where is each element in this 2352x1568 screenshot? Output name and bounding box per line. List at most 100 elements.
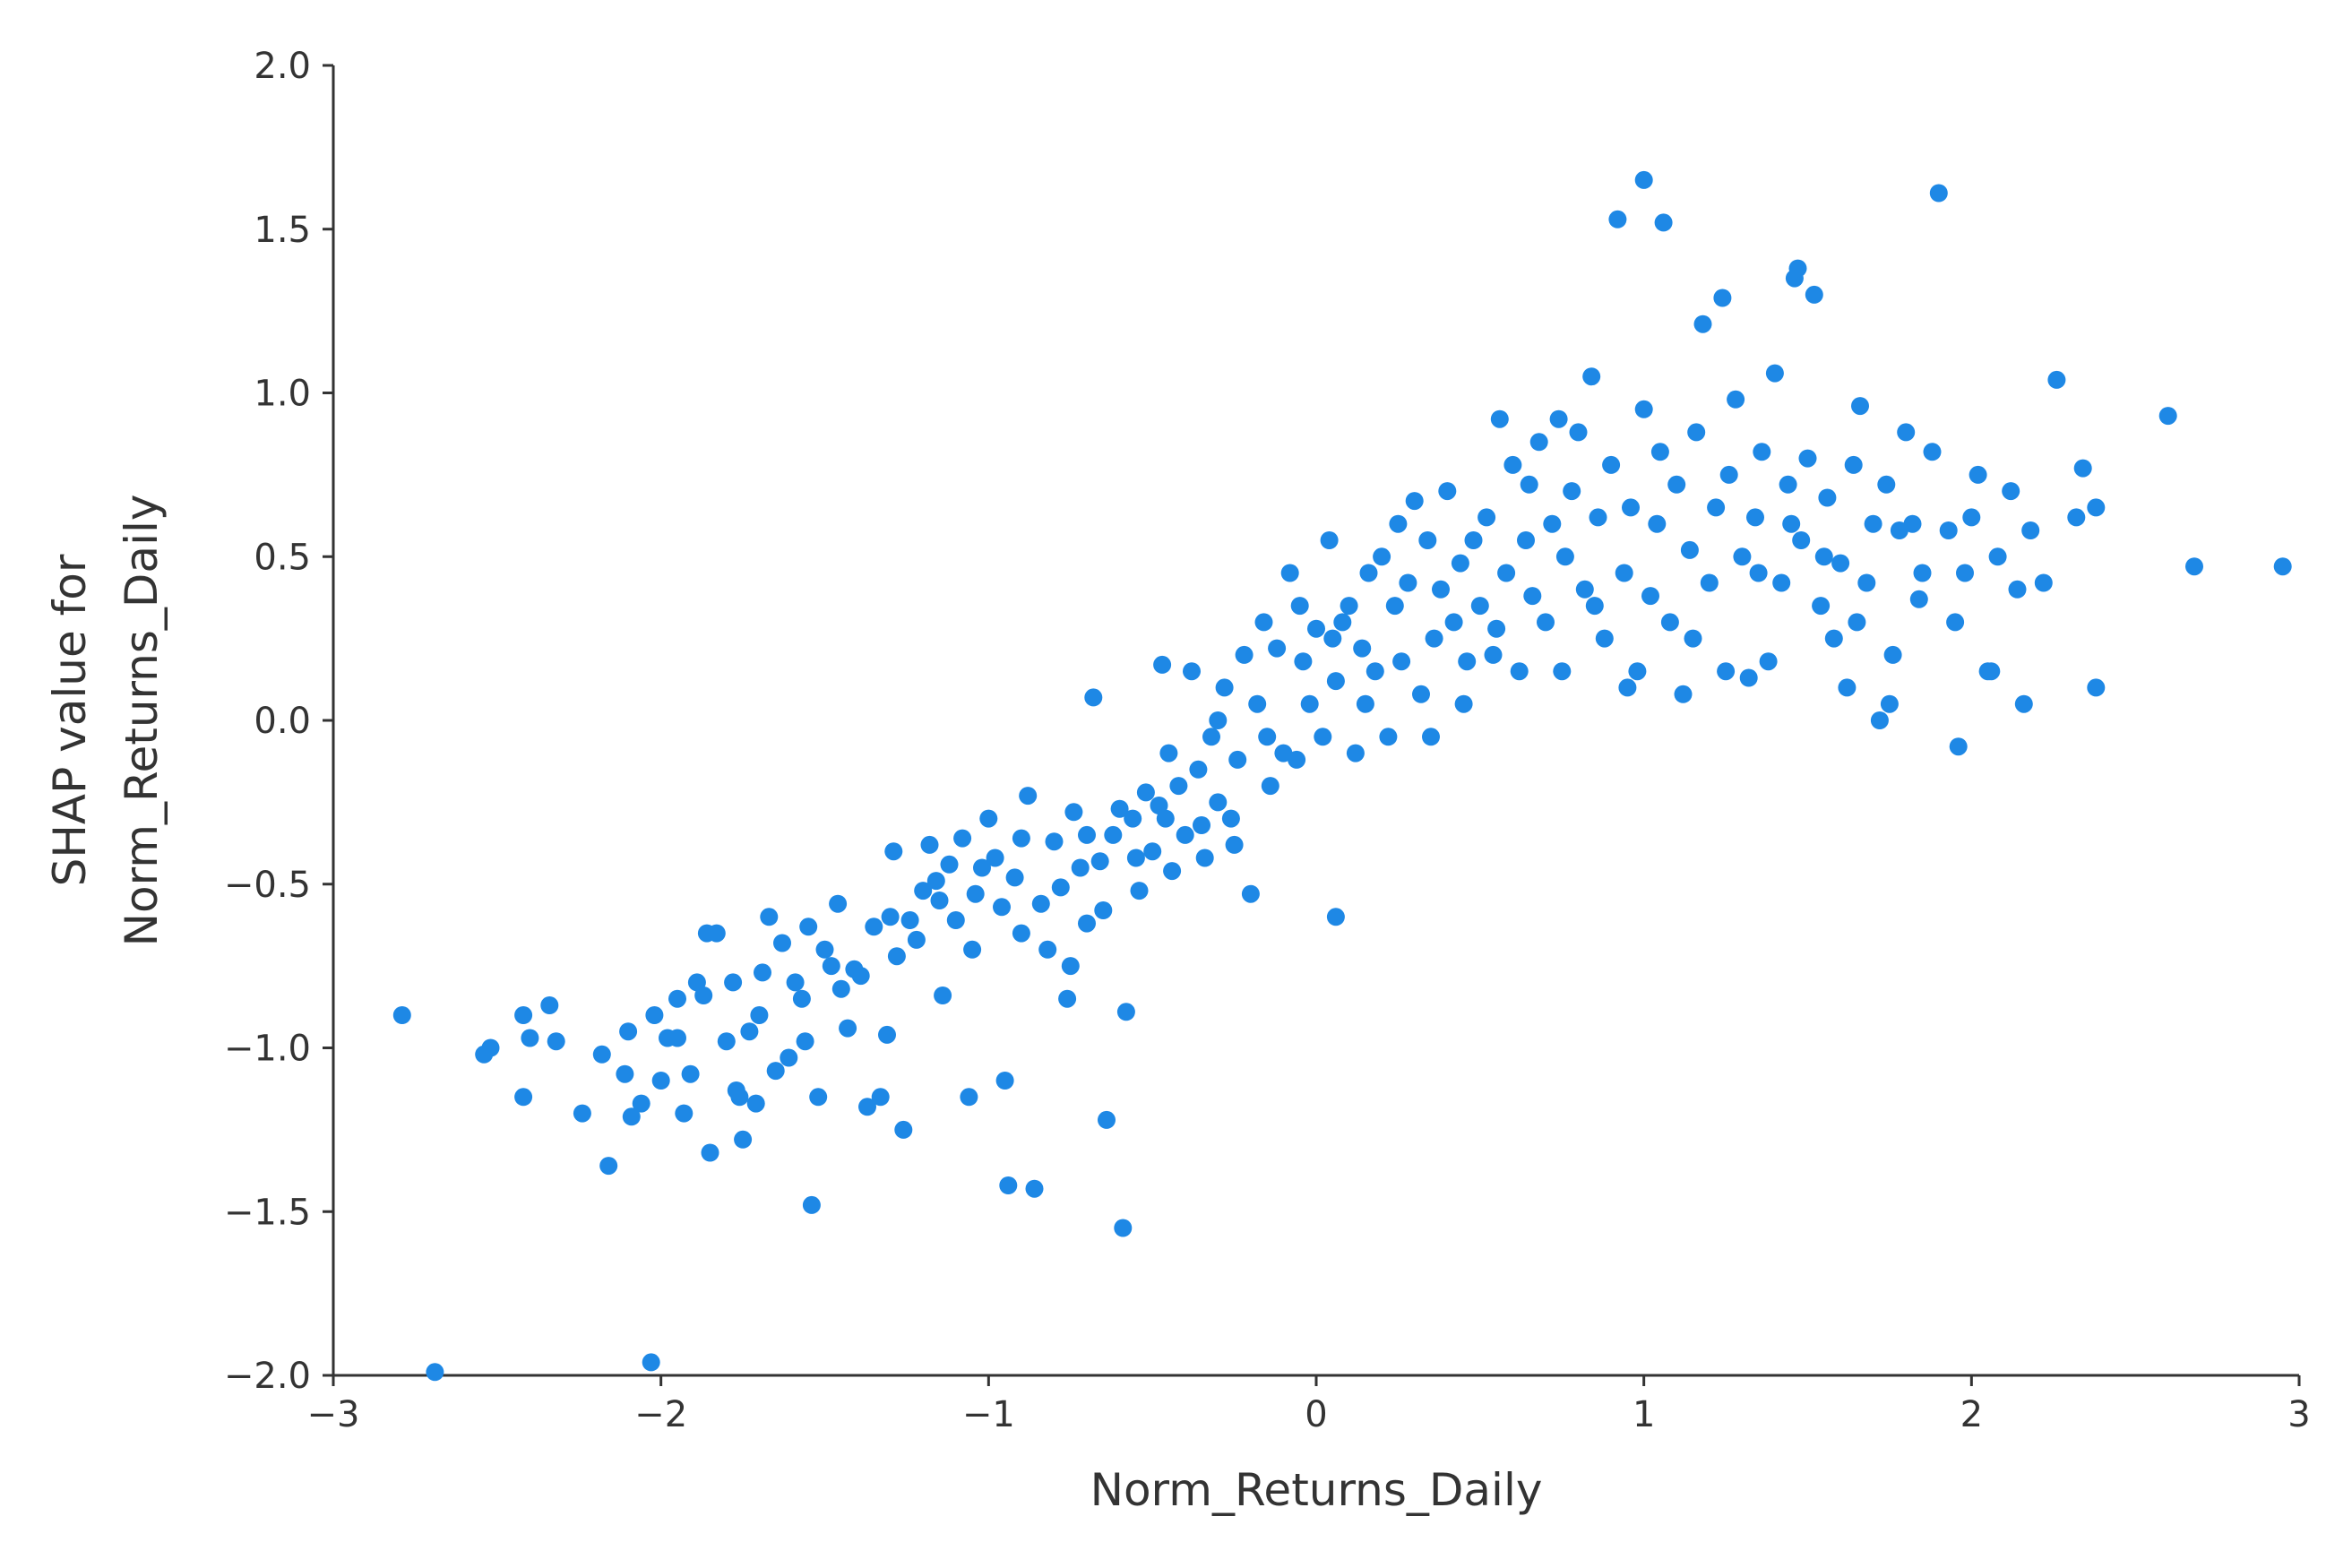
data-point bbox=[1765, 364, 1784, 383]
data-point bbox=[887, 947, 906, 966]
data-point bbox=[1563, 482, 1581, 501]
data-point bbox=[1209, 711, 1228, 729]
data-point bbox=[1529, 433, 1548, 452]
data-point bbox=[1078, 914, 1096, 933]
data-point bbox=[1379, 728, 1398, 746]
data-point bbox=[1956, 564, 1974, 582]
data-point bbox=[1589, 508, 1607, 527]
data-point bbox=[1478, 508, 1496, 527]
data-point bbox=[1051, 878, 1070, 897]
data-point bbox=[521, 1029, 539, 1047]
data-point bbox=[754, 963, 771, 982]
data-point bbox=[1399, 573, 1417, 592]
data-point bbox=[1412, 685, 1430, 703]
data-point bbox=[1136, 783, 1155, 802]
data-point bbox=[1812, 597, 1831, 616]
data-point bbox=[1195, 849, 1214, 867]
x-tick-label: 2 bbox=[1960, 1394, 1983, 1435]
data-point bbox=[2087, 678, 2106, 697]
data-point bbox=[1978, 662, 1997, 681]
data-point bbox=[1543, 514, 1562, 533]
data-point bbox=[881, 908, 900, 926]
data-point bbox=[1300, 694, 1319, 713]
data-point bbox=[914, 882, 933, 900]
data-point bbox=[645, 1006, 664, 1024]
data-point bbox=[809, 1088, 828, 1107]
data-point bbox=[1838, 678, 1857, 697]
data-point bbox=[1176, 825, 1194, 844]
data-point bbox=[599, 1157, 618, 1176]
data-point bbox=[2185, 557, 2203, 576]
data-point bbox=[1261, 777, 1279, 796]
x-tick-label: −3 bbox=[307, 1394, 360, 1435]
data-point bbox=[1422, 728, 1440, 746]
data-point bbox=[799, 918, 818, 936]
data-point bbox=[1864, 514, 1882, 533]
data-point bbox=[1824, 629, 1843, 648]
data-point bbox=[1946, 613, 1965, 632]
data-point bbox=[900, 911, 919, 929]
data-point bbox=[1193, 816, 1210, 834]
data-point bbox=[1045, 832, 1064, 851]
data-point bbox=[1913, 564, 1932, 582]
y-tick-label: −0.5 bbox=[224, 865, 311, 906]
data-point bbox=[1848, 613, 1866, 632]
data-point bbox=[1126, 849, 1145, 867]
data-point bbox=[1618, 678, 1637, 697]
data-point bbox=[1939, 521, 1958, 539]
data-point bbox=[1608, 210, 1627, 228]
data-point bbox=[1788, 259, 1807, 278]
data-point bbox=[946, 911, 965, 929]
data-point bbox=[1012, 829, 1030, 848]
data-point bbox=[1058, 989, 1077, 1008]
data-point bbox=[2002, 482, 2020, 501]
y-tick-label: 2.0 bbox=[254, 46, 311, 87]
data-point bbox=[1389, 514, 1408, 533]
data-point bbox=[1084, 688, 1103, 707]
data-point bbox=[1320, 531, 1339, 549]
data-point bbox=[1280, 564, 1299, 582]
data-point bbox=[1444, 613, 1463, 632]
data-point bbox=[2021, 521, 2040, 539]
data-point bbox=[1707, 498, 1726, 517]
data-point bbox=[1326, 672, 1345, 691]
data-point bbox=[1680, 540, 1699, 559]
data-point bbox=[668, 1029, 686, 1047]
data-point bbox=[734, 1130, 753, 1149]
data-point bbox=[1753, 443, 1771, 461]
x-axis-ticks: −3 −2 −1 0 1 2 3 bbox=[307, 1375, 2311, 1435]
data-point bbox=[773, 934, 791, 952]
data-point bbox=[1851, 397, 1869, 416]
data-point bbox=[1877, 475, 1896, 494]
data-point bbox=[796, 1032, 814, 1051]
data-point bbox=[1510, 662, 1529, 681]
data-point bbox=[1326, 908, 1345, 926]
data-point bbox=[1634, 170, 1653, 189]
data-point bbox=[622, 1107, 641, 1126]
data-point bbox=[1268, 639, 1287, 658]
data-point bbox=[1215, 678, 1234, 697]
data-point bbox=[1628, 662, 1647, 681]
data-point bbox=[694, 986, 713, 1004]
data-point bbox=[1169, 777, 1188, 796]
data-point bbox=[1392, 652, 1411, 671]
data-point bbox=[926, 872, 945, 891]
data-point bbox=[2047, 370, 2066, 389]
data-point bbox=[1385, 597, 1404, 616]
data-point bbox=[865, 918, 883, 936]
data-point bbox=[1098, 1110, 1116, 1129]
data-point bbox=[851, 967, 870, 986]
data-point bbox=[1831, 554, 1850, 573]
y-axis-title-line-2: Norm_Returns_Daily bbox=[116, 495, 168, 947]
y-axis-ticks: −2.0 −1.5 −1.0 −0.5 0.0 0.5 1.0 1.5 2.0 bbox=[224, 46, 333, 1397]
data-point bbox=[1156, 809, 1175, 828]
data-point bbox=[1569, 423, 1588, 442]
data-point bbox=[1432, 580, 1450, 599]
data-point bbox=[1373, 547, 1391, 566]
data-point bbox=[619, 1022, 638, 1041]
x-tick-label: −2 bbox=[634, 1394, 687, 1435]
data-point bbox=[1454, 694, 1473, 713]
data-point bbox=[2067, 508, 2086, 527]
data-point bbox=[1346, 744, 1365, 762]
data-point bbox=[514, 1006, 533, 1024]
